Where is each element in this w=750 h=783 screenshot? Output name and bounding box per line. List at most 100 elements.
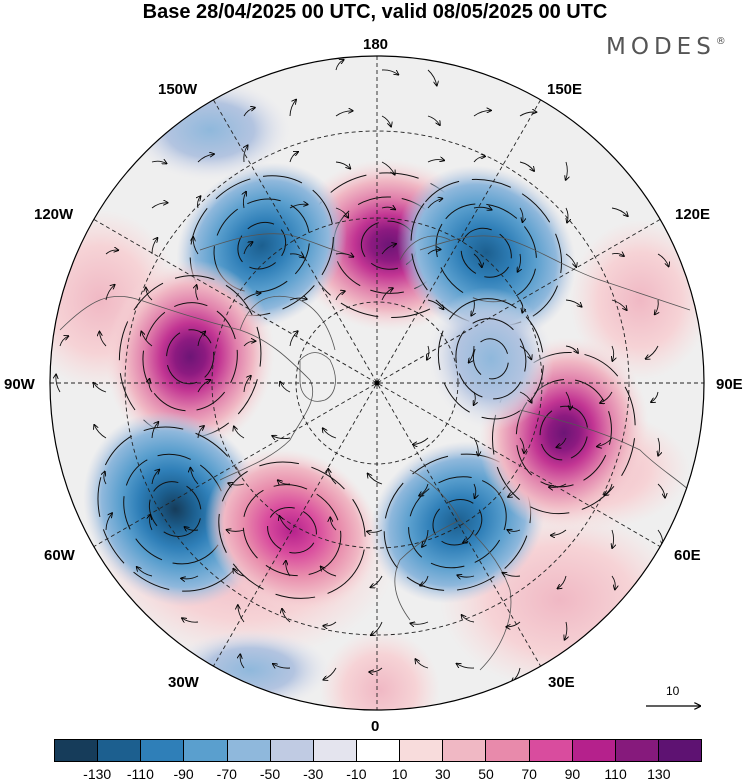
wind-vector-arrow — [289, 152, 298, 163]
wind-vector-arrow — [558, 575, 567, 589]
wind-vector-arrow — [193, 237, 199, 255]
wind-vector-arrow — [149, 379, 153, 393]
colorbar-tick-label: 30 — [435, 766, 451, 782]
colorbar-segment — [486, 740, 530, 761]
wind-vector-arrow — [279, 516, 291, 531]
wind-vector-arrow — [243, 192, 246, 209]
wind-vector-arrow — [330, 517, 337, 531]
wind-vector-arrow — [381, 115, 391, 127]
wind-vector-arrow — [565, 299, 582, 307]
wind-vector-arrow — [197, 380, 210, 393]
circulation-streamline — [148, 481, 202, 537]
wind-vector-arrow — [427, 299, 443, 309]
wind-vector-arrow — [190, 468, 199, 485]
lon-label-120e: 120E — [675, 206, 711, 223]
wind-vector-arrow — [657, 253, 669, 266]
wind-vector-arrow — [474, 483, 476, 498]
colorbar-tick-label: 70 — [521, 766, 537, 782]
lon-label-60e: 60E — [674, 547, 701, 564]
brand-logo: MODES® — [606, 34, 726, 60]
wind-vector-arrow — [519, 112, 536, 117]
wind-vector-arrow — [427, 160, 444, 163]
wind-vector-arrow — [508, 483, 521, 497]
wind-vector-arrow — [273, 664, 291, 668]
wind-vector-arrow — [566, 207, 568, 223]
brand-name: MODES — [606, 34, 716, 60]
circulation-streamline — [435, 203, 537, 303]
wind-vector-arrow — [369, 667, 383, 672]
colorbar-tick-label: -10 — [346, 766, 367, 782]
wind-vector-arrow — [197, 154, 214, 163]
colorbar-tick-label: 90 — [564, 766, 581, 782]
wind-vector-arrow — [420, 575, 429, 586]
wind-vector-arrow — [519, 345, 531, 359]
wind-vector-arrow — [233, 569, 245, 577]
circulation-streamline — [237, 221, 287, 270]
colorbar-segment — [98, 740, 142, 761]
brand-registered-mark: ® — [715, 36, 726, 47]
circulation-streamline — [437, 298, 544, 420]
wind-vector-arrow — [323, 667, 337, 680]
wind-vector-arrow — [611, 575, 615, 589]
wind-vector-arrow — [228, 483, 245, 485]
wind-vector-arrow — [282, 609, 291, 623]
wind-vector-arrow — [469, 345, 475, 363]
wind-vector-arrow — [141, 331, 153, 347]
wind-vector-arrow — [371, 621, 383, 635]
wind-vector-arrow — [473, 156, 485, 163]
wind-vector-arrow — [381, 69, 398, 75]
wind-vector-arrow — [474, 391, 476, 405]
wind-vector-arrow — [419, 483, 429, 496]
wind-vector-arrow — [278, 480, 291, 484]
wind-vector-arrow — [651, 391, 659, 402]
wind-vector-arrow — [151, 161, 167, 163]
wind-vector-arrow — [56, 374, 61, 393]
colorbar-tick-label: -130 — [83, 766, 112, 782]
wind-vector-arrow — [473, 253, 482, 267]
wind-vector-arrow — [196, 285, 199, 301]
wind-vector-arrow — [427, 345, 429, 360]
wind-vector-arrow — [427, 249, 441, 255]
wind-vector-arrow — [146, 288, 153, 301]
circulation-streamline — [267, 506, 317, 554]
wind-vector-arrow — [565, 621, 567, 640]
lon-label-180: 180 — [363, 36, 389, 53]
lon-label-30w: 30W — [168, 674, 199, 691]
colorbar-tick-label: -70 — [216, 766, 237, 782]
wind-vector-arrow — [655, 299, 659, 314]
wind-vector-arrow — [597, 437, 613, 447]
wind-vector-arrow — [413, 437, 429, 444]
colorbar-segment — [615, 740, 659, 761]
wind-vector-arrow — [658, 437, 660, 456]
wind-vector-arrow — [506, 621, 521, 627]
wind-vector-arrow — [410, 622, 429, 624]
colorbar-segment — [184, 740, 228, 761]
wind-vector-arrow — [151, 238, 157, 255]
wind-vector-arrow — [565, 391, 570, 410]
colorbar-tick-label: 50 — [478, 766, 494, 782]
map-boundary — [49, 55, 705, 711]
wind-vector-arrow — [519, 299, 523, 313]
wind-vector-arrow — [151, 470, 159, 485]
anomaly-negative-center-near-150e — [396, 165, 576, 341]
wind-vector-arrow — [328, 469, 337, 485]
wind-vector-arrow — [181, 575, 199, 579]
wind-vector-arrow — [243, 242, 253, 255]
weak-negative-area — [170, 630, 330, 710]
wind-vector-arrow — [519, 391, 532, 403]
colorbar-tick-label: -30 — [303, 766, 324, 782]
circulation-streamline — [432, 499, 483, 546]
lon-label-90w: 90W — [4, 376, 35, 393]
colorbar-tick-label: 10 — [391, 766, 408, 782]
wind-vector-arrow — [657, 483, 665, 498]
wind-vector-arrow — [151, 203, 168, 209]
colorbar-segment — [141, 740, 185, 761]
lon-label-0: 0 — [371, 718, 380, 735]
wind-vector-arrow — [197, 426, 204, 439]
wind-vector-arrow — [381, 288, 393, 301]
wind-vector-arrow — [473, 110, 491, 117]
colorbar-segment — [270, 740, 314, 761]
wind-vector-arrow — [323, 621, 337, 626]
colorbar-segment — [227, 740, 271, 761]
circulation-streamline — [142, 302, 238, 412]
